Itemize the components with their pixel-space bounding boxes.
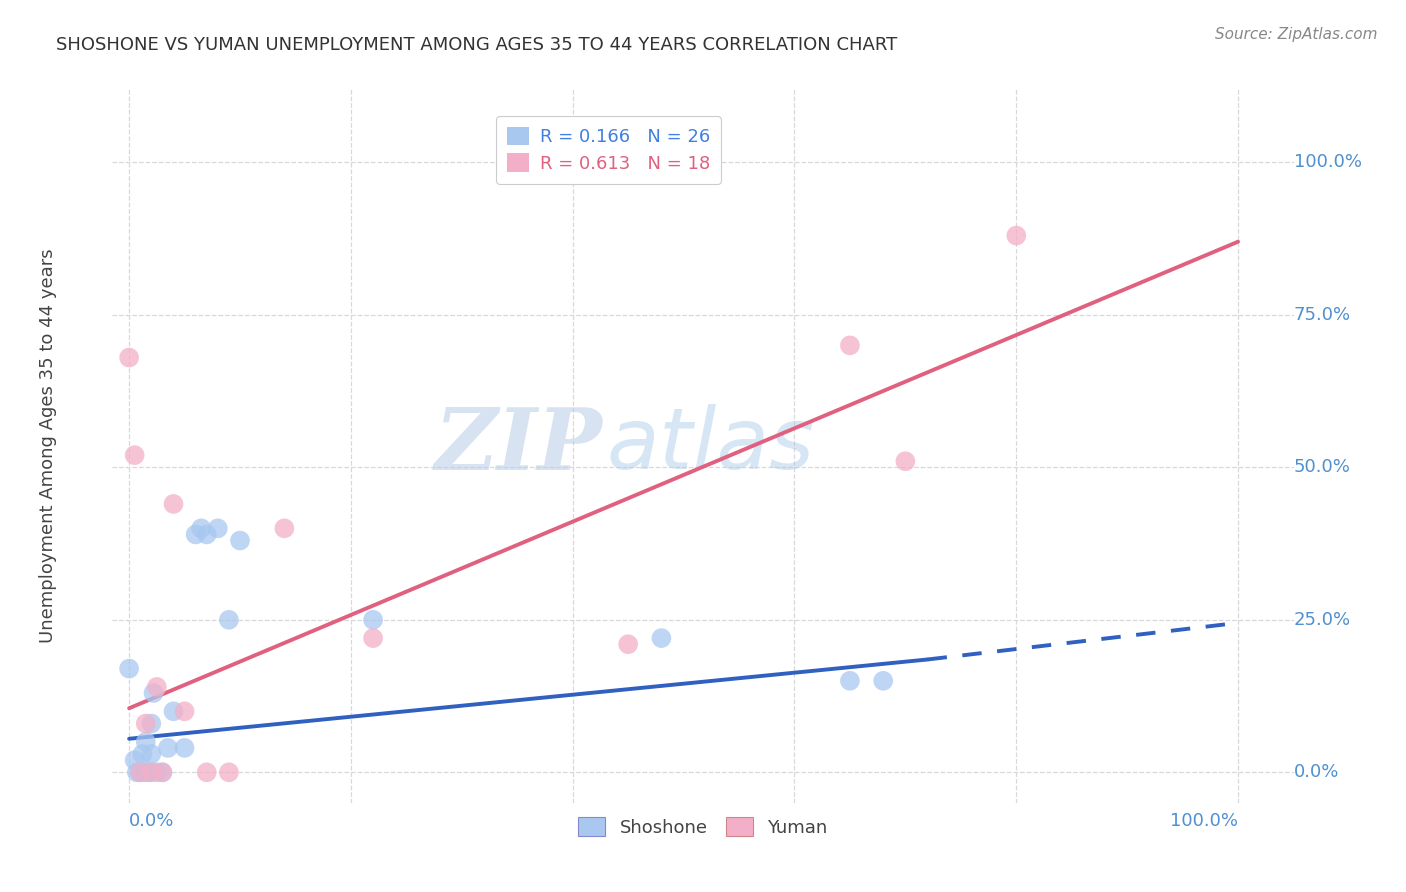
Point [207,521,229,535]
Point [118,351,141,365]
Point [218,765,240,780]
Point [894,454,917,468]
Point [141,747,163,761]
Point [142,686,165,700]
Point [839,338,862,352]
Point [361,631,384,645]
Text: Source: ZipAtlas.com: Source: ZipAtlas.com [1215,27,1378,42]
Point [229,533,252,548]
Text: atlas: atlas [606,404,814,488]
Text: ZIP: ZIP [434,404,603,488]
Point [184,527,207,541]
Text: 0.0%: 0.0% [129,812,174,830]
Text: 75.0%: 75.0% [1294,306,1351,324]
Point [218,613,240,627]
Point [135,716,157,731]
Legend: Shoshone, Yuman: Shoshone, Yuman [571,810,835,844]
Text: 100.0%: 100.0% [1294,153,1361,171]
Point [141,765,163,780]
Point [135,735,157,749]
Point [124,753,146,767]
Point [273,521,295,535]
Point [129,765,152,780]
Point [162,497,184,511]
Point [138,765,160,780]
Point [146,765,169,780]
Text: 25.0%: 25.0% [1294,611,1351,629]
Point [190,521,212,535]
Text: Unemployment Among Ages 35 to 44 years: Unemployment Among Ages 35 to 44 years [38,249,56,643]
Point [131,747,153,761]
Text: 50.0%: 50.0% [1294,458,1350,476]
Point [124,448,146,462]
Point [146,680,169,694]
Point [141,716,163,731]
Point [617,637,640,651]
Point [1005,228,1028,243]
Point [173,704,195,718]
Point [173,740,195,755]
Point [839,673,862,688]
Point [195,527,218,541]
Point [162,704,184,718]
Point [150,765,173,780]
Point [650,631,672,645]
Point [125,765,148,780]
Point [135,765,157,780]
Text: SHOSHONE VS YUMAN UNEMPLOYMENT AMONG AGES 35 TO 44 YEARS CORRELATION CHART: SHOSHONE VS YUMAN UNEMPLOYMENT AMONG AGE… [56,36,897,54]
Point [672,155,695,169]
Point [195,765,218,780]
Point [361,613,384,627]
Text: 100.0%: 100.0% [1170,812,1239,830]
Point [150,765,173,780]
Point [872,673,894,688]
Point [129,765,152,780]
Text: 0.0%: 0.0% [1294,764,1339,781]
Point [156,740,179,755]
Point [118,662,141,676]
